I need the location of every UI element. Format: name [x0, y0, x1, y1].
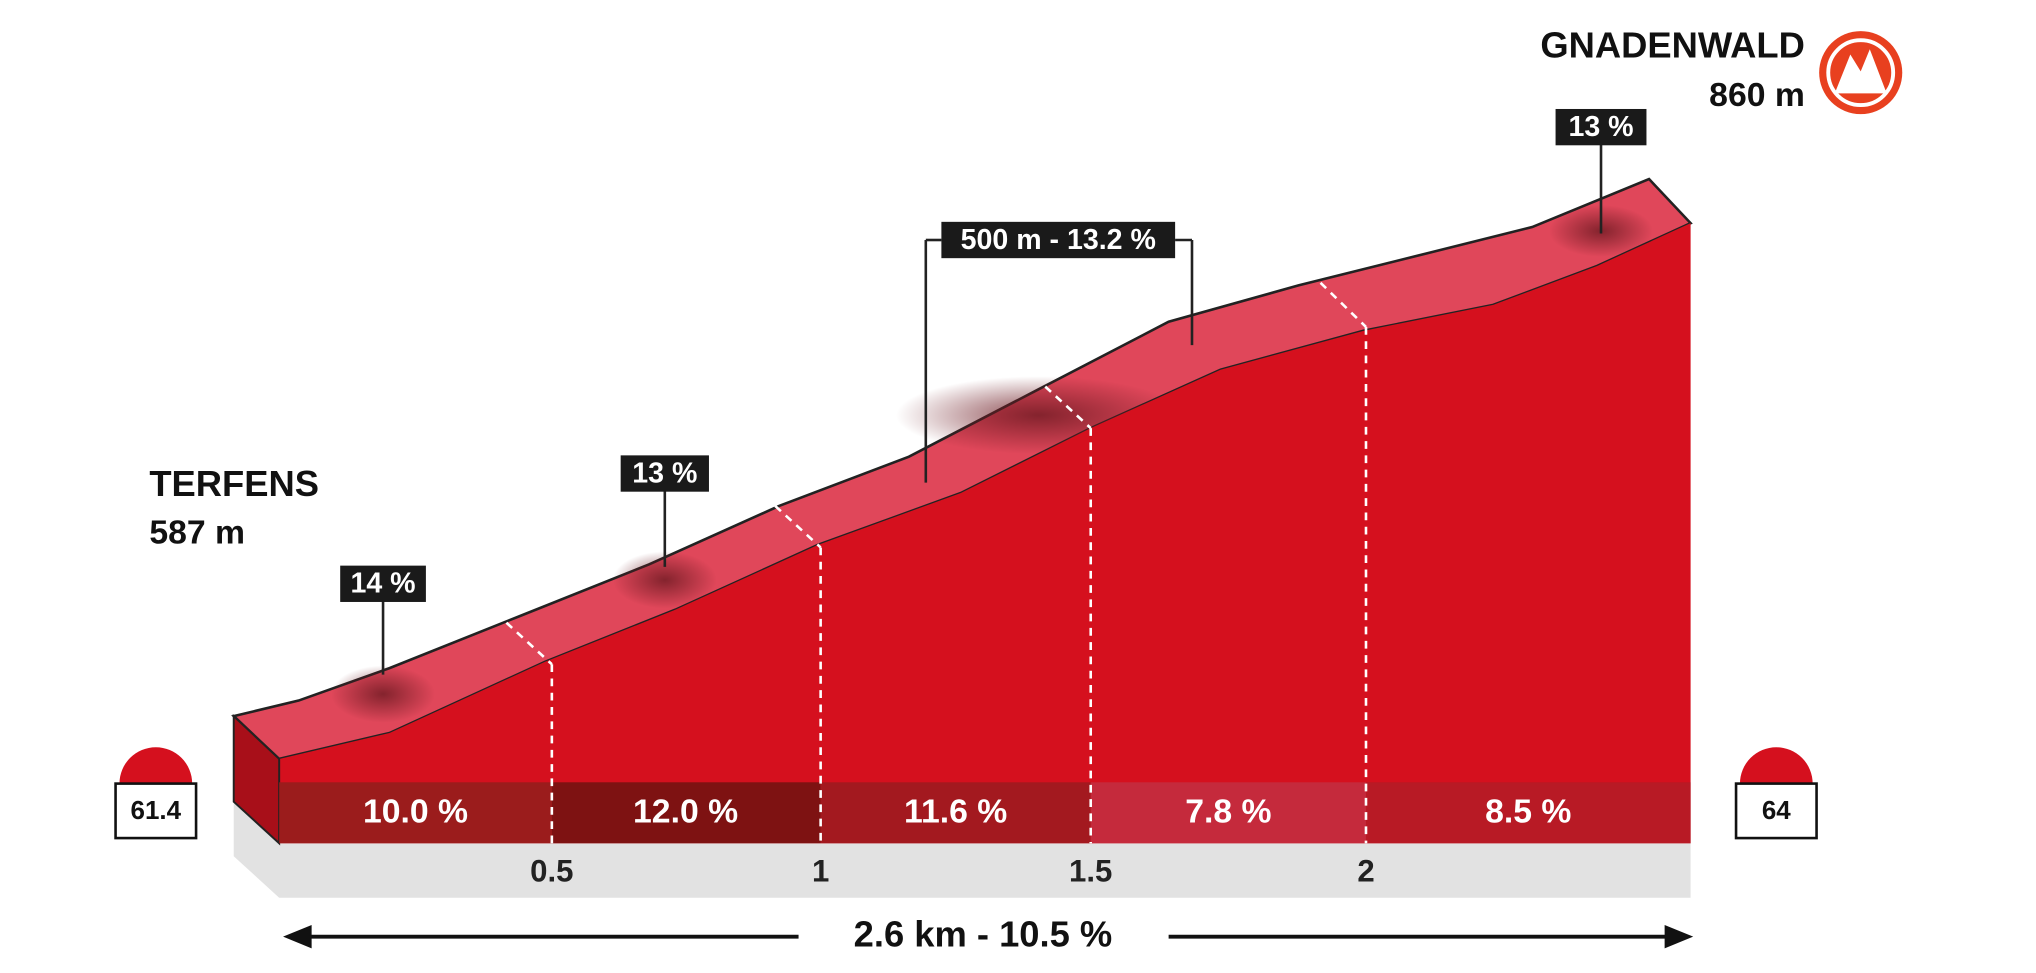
finish-km: 64: [1762, 797, 1791, 825]
start-marker: 61.4: [114, 747, 198, 840]
segment-label: 11.6 %: [904, 792, 1007, 830]
front-face: [279, 223, 1691, 844]
segment-label: 12.0 %: [633, 792, 738, 830]
base: [233, 801, 1691, 898]
peak-label: 13 %: [632, 457, 697, 489]
steep-shade: [331, 665, 435, 723]
segment-band: [1365, 782, 1691, 844]
peak-label: 13 %: [1568, 111, 1633, 143]
summary: 2.6 km - 10.5 %: [854, 913, 1113, 954]
segment-labels: 10.0 % 12.0 % 11.6 % 7.8 % 8.5 %: [363, 792, 1571, 830]
peak-box: [941, 221, 1176, 259]
distance-mark: 1: [812, 853, 829, 888]
segment-band: [551, 782, 821, 844]
segment-label: 7.8 %: [1185, 792, 1271, 830]
start-altitude: 587 m: [149, 513, 245, 551]
distance-mark: 2: [1357, 853, 1374, 888]
peak-box: [1555, 108, 1647, 146]
segment-band: [1090, 782, 1366, 844]
finish-name: GNADENWALD: [1540, 25, 1804, 66]
finish-altitude: 860 m: [1709, 76, 1805, 114]
steep-shade: [612, 551, 717, 609]
start-km: 61.4: [131, 797, 182, 825]
distance-marks: 0.5 1 1.5 2: [530, 853, 1374, 888]
peak-box: [620, 455, 709, 492]
peak-label: 14 %: [350, 568, 415, 600]
finish-marker: 64: [1734, 747, 1818, 840]
segment-label: 10.0 %: [363, 792, 468, 830]
peak-label: 500 m - 13.2 %: [961, 224, 1156, 256]
segment-label: 8.5 %: [1485, 792, 1571, 830]
summary-backing: [840, 913, 1126, 955]
distance-mark: 1.5: [1069, 853, 1112, 888]
distance-mark: 0.5: [530, 853, 573, 888]
peak-box: [340, 565, 426, 602]
start-name: TERFENS: [149, 463, 319, 504]
segment-band: [820, 782, 1091, 844]
summary-arrow: [283, 924, 1694, 949]
segment-band: [279, 782, 552, 844]
summit-icon: [1819, 31, 1903, 115]
leaders: [381, 142, 1603, 675]
